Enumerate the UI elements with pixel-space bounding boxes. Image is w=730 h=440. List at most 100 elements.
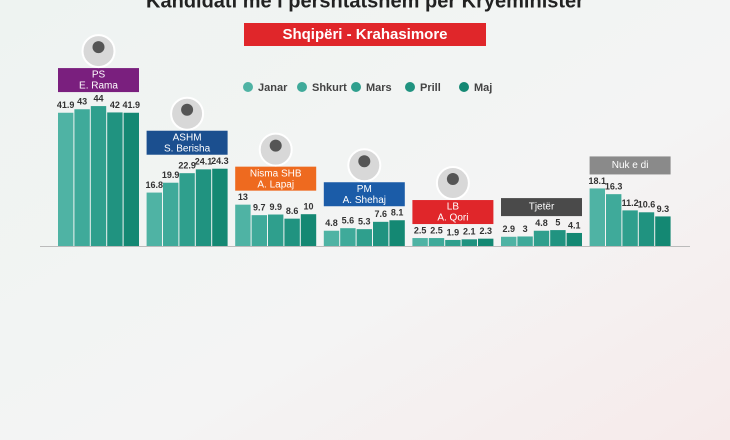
party-label: PM xyxy=(357,184,372,195)
bar xyxy=(373,221,389,246)
leader-photo-head xyxy=(92,41,105,54)
value-label: 9.9 xyxy=(269,202,282,212)
party-label: ASHM xyxy=(173,132,202,143)
value-label: 10.6 xyxy=(638,200,656,210)
legend-label: Janar xyxy=(258,82,288,94)
value-label: 2.9 xyxy=(502,224,515,234)
bar xyxy=(146,192,162,246)
bar xyxy=(58,112,74,247)
bar xyxy=(412,238,428,246)
bar xyxy=(323,230,340,246)
leader-label: A. Qori xyxy=(437,213,468,224)
chart-title: Kandidati më i përshtatshëm për Kryemini… xyxy=(146,0,584,12)
legend-label: Maj xyxy=(474,82,492,94)
value-label: 24.1 xyxy=(195,157,213,167)
legend-swatch xyxy=(405,82,415,92)
value-label: 5.3 xyxy=(358,217,371,227)
bar xyxy=(163,182,179,246)
value-label: 8.6 xyxy=(286,206,299,216)
value-label: 3 xyxy=(523,224,528,234)
leader-label: E. Rama xyxy=(79,81,118,92)
value-label: 19.9 xyxy=(162,170,180,180)
bar xyxy=(638,212,655,246)
bar xyxy=(461,239,477,246)
label-box xyxy=(235,166,317,191)
label-box xyxy=(58,68,139,93)
bar xyxy=(251,215,267,246)
bar xyxy=(90,106,107,246)
value-label: 22.9 xyxy=(178,161,196,171)
bar xyxy=(107,112,123,246)
value-label: 41.9 xyxy=(123,100,141,110)
bar xyxy=(566,232,582,246)
bar xyxy=(533,230,550,246)
bar xyxy=(445,239,461,246)
value-label: 7.6 xyxy=(374,209,387,219)
leader-photo-head xyxy=(358,155,371,168)
party-label: Nisma SHB xyxy=(250,168,302,179)
leader-label: A. Shehaj xyxy=(343,195,386,206)
value-label: 9.7 xyxy=(253,203,266,213)
bar xyxy=(300,214,317,246)
legend-swatch xyxy=(243,82,253,92)
bar xyxy=(501,236,517,246)
leader-photo-head xyxy=(181,103,194,116)
bar xyxy=(655,216,671,246)
value-label: 42 xyxy=(110,100,120,110)
value-label: 2.1 xyxy=(463,227,476,237)
legend-label: Prill xyxy=(420,82,441,94)
bar xyxy=(356,229,372,246)
value-label: 5 xyxy=(555,217,560,227)
chart-subtitle: Shqipëri - Krahasimore xyxy=(282,26,447,43)
bar xyxy=(235,204,251,246)
bar xyxy=(606,194,622,246)
bar xyxy=(622,210,638,246)
bar xyxy=(123,112,139,247)
value-label: 24.3 xyxy=(211,156,229,166)
legend-swatch xyxy=(459,82,469,92)
party-label: Nuk e di xyxy=(612,160,649,171)
bar xyxy=(268,214,284,246)
party-label: PS xyxy=(92,70,106,81)
value-label: 2.5 xyxy=(430,225,443,235)
value-label: 4.1 xyxy=(568,220,581,230)
value-label: 4.8 xyxy=(535,218,548,228)
bar xyxy=(179,173,195,246)
label-box xyxy=(146,130,228,155)
value-label: 1.9 xyxy=(447,227,460,237)
legend-swatch xyxy=(351,82,361,92)
label-box xyxy=(323,182,405,207)
value-label: 18.1 xyxy=(589,176,607,186)
bar xyxy=(340,228,356,246)
value-label: 43 xyxy=(77,97,87,107)
leader-label: A. Lapaj xyxy=(257,179,294,190)
value-label: 8.1 xyxy=(391,208,404,218)
value-label: 4.8 xyxy=(325,218,338,228)
value-label: 5.6 xyxy=(342,216,355,226)
value-label: 2.5 xyxy=(414,225,427,235)
value-label: 10 xyxy=(303,202,313,212)
legend-label: Mars xyxy=(366,82,392,94)
bar xyxy=(428,238,445,246)
party-label: Tjetër xyxy=(529,202,555,213)
leader-photo-head xyxy=(269,139,282,152)
bar xyxy=(74,109,90,246)
value-label: 16.3 xyxy=(605,182,623,192)
bar xyxy=(195,169,212,246)
subtitle-box xyxy=(244,23,486,46)
bar xyxy=(389,220,405,246)
party-label: LB xyxy=(447,202,460,213)
value-label: 9.3 xyxy=(657,204,670,214)
value-label: 13 xyxy=(238,192,248,202)
bar xyxy=(212,168,228,246)
bar xyxy=(478,238,494,246)
value-label: 11.2 xyxy=(622,198,639,208)
bar xyxy=(284,218,300,246)
value-label: 2.3 xyxy=(479,226,492,236)
label-box xyxy=(412,200,494,225)
value-label: 16.8 xyxy=(146,180,164,190)
bar xyxy=(589,188,605,246)
label-box xyxy=(501,198,582,217)
